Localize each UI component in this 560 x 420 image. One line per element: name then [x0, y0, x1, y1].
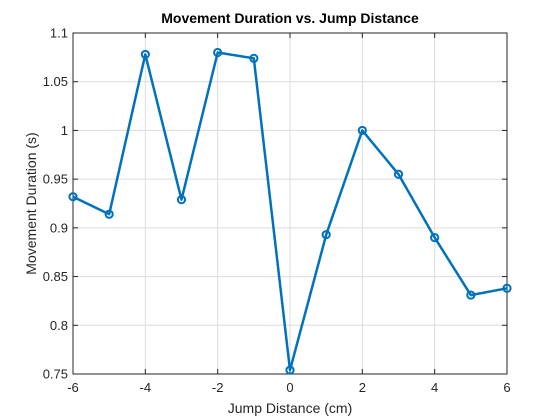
data-point [213, 47, 223, 58]
x-axis-label: Jump Distance (cm) [228, 400, 352, 416]
x-tick-label: 6 [503, 380, 510, 395]
grid [73, 33, 507, 374]
data-point [393, 169, 404, 179]
y-tick-label: 0.85 [43, 269, 68, 284]
tick-labels: -6 -4 -2 0 2 4 6 0.75 0.8 0.85 0.9 0.95 1 1.05 1.1 [43, 26, 511, 396]
x-tick-label: -6 [67, 380, 79, 395]
y-tick-label: 0.95 [43, 172, 68, 187]
y-tick-label: 1 [61, 123, 68, 138]
data-point [140, 49, 150, 60]
data-point [357, 125, 367, 136]
y-tick-label: 1.1 [50, 26, 68, 41]
x-tick-label: -4 [140, 380, 152, 395]
data-point [176, 195, 187, 205]
y-tick-label: 1.05 [43, 74, 68, 89]
x-tick-label: 0 [286, 380, 293, 395]
x-tick-label: 4 [431, 380, 438, 395]
chart-title: Movement Duration vs. Jump Distance [161, 10, 419, 26]
data-point [502, 283, 512, 293]
data-point [466, 290, 476, 300]
x-tick-label: -2 [212, 380, 224, 395]
data-point [104, 209, 114, 219]
y-tick-label: 0.8 [50, 318, 68, 333]
y-tick-label: 0.75 [43, 367, 68, 382]
data-point [321, 230, 331, 240]
x-tick-label: 2 [359, 380, 366, 395]
series [68, 47, 512, 375]
y-tick-label: 0.9 [50, 220, 68, 235]
data-point [68, 192, 78, 202]
data-point [285, 365, 295, 375]
y-axis-label: Movement Duration (s) [23, 132, 39, 274]
data-point [249, 53, 259, 63]
data-point [430, 233, 440, 243]
series-line [72, 51, 508, 372]
